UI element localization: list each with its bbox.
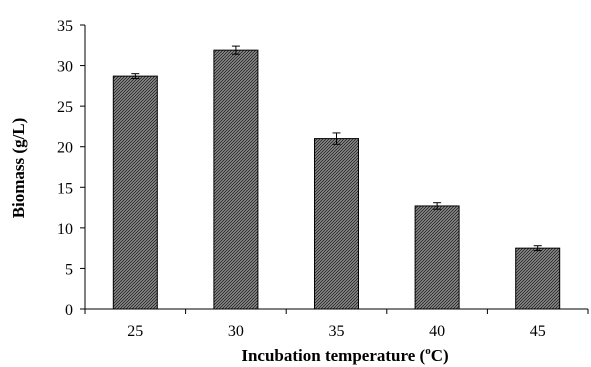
- y-axis-ticks: 0 5 10 15 20 25 30 35: [57, 18, 85, 319]
- x-axis-ticks: 25 30 35 40 45: [84, 309, 589, 340]
- y-tick-label: 30: [57, 59, 73, 76]
- bar-40: [414, 205, 460, 310]
- x-tick-label: 25: [127, 323, 143, 340]
- x-axis-title-unit: C): [431, 346, 449, 365]
- y-tick-label: 35: [57, 18, 73, 35]
- y-tick-label: 0: [65, 302, 73, 319]
- y-tick-label: 5: [65, 261, 73, 278]
- y-axis-title: Biomass (g/L): [9, 118, 28, 219]
- bars: [112, 49, 561, 310]
- y-tick-label: 15: [57, 180, 73, 197]
- x-tick-label: 45: [530, 323, 546, 340]
- error-bars: [131, 45, 542, 252]
- bar-35: [314, 138, 359, 310]
- y-tick-label: 20: [57, 140, 73, 157]
- bar-30: [213, 49, 259, 310]
- x-tick-label: 30: [228, 323, 244, 340]
- y-tick-label: 10: [57, 221, 73, 238]
- axes: [84, 25, 588, 310]
- x-tick-label: 35: [329, 323, 345, 340]
- x-axis-title-main: Incubation temperature (: [241, 346, 425, 365]
- x-tick-label: 40: [429, 323, 445, 340]
- x-axis-title-degree: o: [425, 345, 431, 357]
- y-tick-label: 25: [57, 99, 73, 116]
- bar-25: [112, 75, 158, 310]
- bar-45: [515, 247, 561, 310]
- x-axis-title: Incubation temperature (oC): [241, 345, 448, 365]
